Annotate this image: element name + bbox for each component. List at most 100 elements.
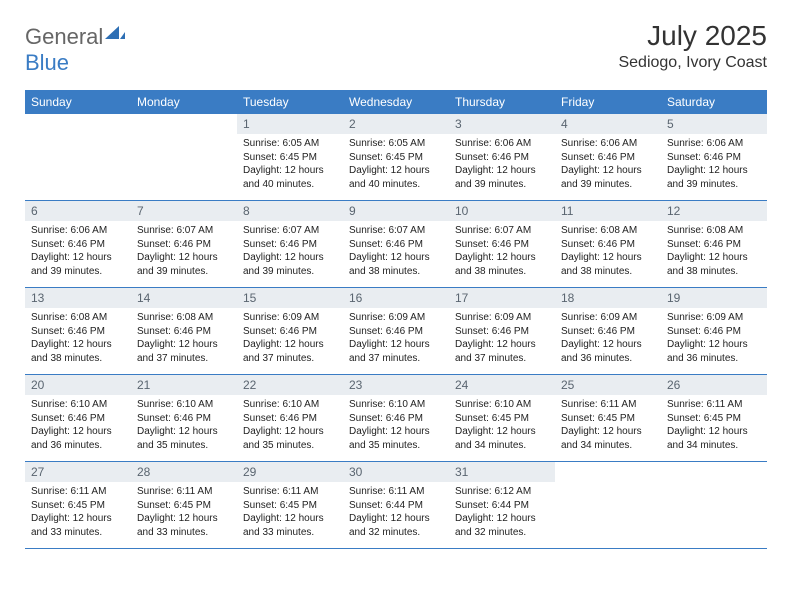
calendar-body: 1Sunrise: 6:05 AMSunset: 6:45 PMDaylight…: [25, 114, 767, 549]
day-content: Sunrise: 6:05 AMSunset: 6:45 PMDaylight:…: [237, 134, 343, 196]
day-number: 12: [661, 201, 767, 221]
calendar-cell: 18Sunrise: 6:09 AMSunset: 6:46 PMDayligh…: [555, 288, 661, 375]
calendar-cell: 29Sunrise: 6:11 AMSunset: 6:45 PMDayligh…: [237, 462, 343, 549]
day-content: Sunrise: 6:10 AMSunset: 6:45 PMDaylight:…: [449, 395, 555, 457]
day-number: 23: [343, 375, 449, 395]
day-content: Sunrise: 6:08 AMSunset: 6:46 PMDaylight:…: [25, 308, 131, 370]
sunset-text: Sunset: 6:46 PM: [455, 238, 549, 252]
sunset-text: Sunset: 6:45 PM: [561, 412, 655, 426]
day-number: 28: [131, 462, 237, 482]
sunset-text: Sunset: 6:46 PM: [349, 412, 443, 426]
sunrise-text: Sunrise: 6:07 AM: [455, 224, 549, 238]
daylight-text: Daylight: 12 hours and 34 minutes.: [455, 425, 549, 452]
sunset-text: Sunset: 6:45 PM: [667, 412, 761, 426]
logo-text-blue: Blue: [25, 50, 69, 76]
sunset-text: Sunset: 6:46 PM: [349, 325, 443, 339]
daylight-text: Daylight: 12 hours and 38 minutes.: [667, 251, 761, 278]
day-number: 10: [449, 201, 555, 221]
day-content: Sunrise: 6:11 AMSunset: 6:45 PMDaylight:…: [131, 482, 237, 544]
calendar-cell: 10 Sunrise: 6:07 AMSunset: 6:46 PMDayligh…: [449, 201, 555, 288]
sunrise-text: Sunrise: 6:08 AM: [561, 224, 655, 238]
sunrise-text: Sunrise: 6:09 AM: [349, 311, 443, 325]
calendar-row: 1Sunrise: 6:05 AMSunset: 6:45 PMDaylight…: [25, 114, 767, 201]
day-content: Sunrise: 6:09 AMSunset: 6:46 PMDaylight:…: [237, 308, 343, 370]
daylight-text: Daylight: 12 hours and 32 minutes.: [455, 512, 549, 539]
day-content: Sunrise: 6:12 AMSunset: 6:44 PMDaylight:…: [449, 482, 555, 544]
weekday-header: Saturday: [661, 90, 767, 114]
weekday-header: Monday: [131, 90, 237, 114]
day-content: Sunrise: 6:10 AMSunset: 6:46 PMDaylight:…: [237, 395, 343, 457]
daylight-text: Daylight: 12 hours and 35 minutes.: [243, 425, 337, 452]
sunrise-text: Sunrise: 6:05 AM: [243, 137, 337, 151]
calendar-cell: 8Sunrise: 6:07 AMSunset: 6:46 PMDaylight…: [237, 201, 343, 288]
day-number: 16: [343, 288, 449, 308]
calendar-cell: 28Sunrise: 6:11 AMSunset: 6:45 PMDayligh…: [131, 462, 237, 549]
sunset-text: Sunset: 6:46 PM: [561, 151, 655, 165]
calendar-cell: 9Sunrise: 6:07 AMSunset: 6:46 PMDaylight…: [343, 201, 449, 288]
month-title: July 2025: [618, 20, 767, 52]
sunset-text: Sunset: 6:46 PM: [561, 238, 655, 252]
daylight-text: Daylight: 12 hours and 39 minutes.: [455, 164, 549, 191]
daylight-text: Daylight: 12 hours and 37 minutes.: [455, 338, 549, 365]
calendar-cell: 13Sunrise: 6:08 AMSunset: 6:46 PMDayligh…: [25, 288, 131, 375]
calendar-row: 27Sunrise: 6:11 AMSunset: 6:45 PMDayligh…: [25, 462, 767, 549]
daylight-text: Daylight: 12 hours and 38 minutes.: [455, 251, 549, 278]
sunset-text: Sunset: 6:46 PM: [561, 325, 655, 339]
sunset-text: Sunset: 6:46 PM: [455, 151, 549, 165]
title-block: July 2025 Sediogo, Ivory Coast: [618, 20, 767, 72]
sunrise-text: Sunrise: 6:09 AM: [561, 311, 655, 325]
sunset-text: Sunset: 6:45 PM: [243, 499, 337, 513]
daylight-text: Daylight: 12 hours and 39 minutes.: [31, 251, 125, 278]
day-content: Sunrise: 6:10 AMSunset: 6:46 PMDaylight:…: [25, 395, 131, 457]
calendar-cell: [25, 114, 131, 201]
day-number: 1: [237, 114, 343, 134]
day-content: Sunrise: 6:06 AMSunset: 6:46 PMDaylight:…: [661, 134, 767, 196]
sunset-text: Sunset: 6:46 PM: [455, 325, 549, 339]
calendar-cell: 26Sunrise: 6:11 AMSunset: 6:45 PMDayligh…: [661, 375, 767, 462]
sunrise-text: Sunrise: 6:09 AM: [243, 311, 337, 325]
calendar-row: 13Sunrise: 6:08 AMSunset: 6:46 PMDayligh…: [25, 288, 767, 375]
day-number: 29: [237, 462, 343, 482]
sunset-text: Sunset: 6:46 PM: [137, 325, 231, 339]
day-content: Sunrise: 6:11 AMSunset: 6:45 PMDaylight:…: [555, 395, 661, 457]
day-content: Sunrise: 6:10 AMSunset: 6:46 PMDaylight:…: [343, 395, 449, 457]
sunset-text: Sunset: 6:46 PM: [667, 151, 761, 165]
sunrise-text: Sunrise: 6:10 AM: [137, 398, 231, 412]
sunrise-text: Sunrise: 6:09 AM: [667, 311, 761, 325]
calendar-cell: 21Sunrise: 6:10 AMSunset: 6:46 PMDayligh…: [131, 375, 237, 462]
day-number: 11: [555, 201, 661, 221]
sunset-text: Sunset: 6:46 PM: [349, 238, 443, 252]
day-content: Sunrise: 6:05 AMSunset: 6:45 PMDaylight:…: [343, 134, 449, 196]
day-content: Sunrise: 6:06 AMSunset: 6:46 PMDaylight:…: [25, 221, 131, 283]
calendar-cell: 14Sunrise: 6:08 AMSunset: 6:46 PMDayligh…: [131, 288, 237, 375]
calendar-cell: 12Sunrise: 6:08 AMSunset: 6:46 PMDayligh…: [661, 201, 767, 288]
location-label: Sediogo, Ivory Coast: [618, 54, 767, 72]
day-content: Sunrise: 6:08 AMSunset: 6:46 PMDaylight:…: [661, 221, 767, 283]
sunrise-text: Sunrise: 6:06 AM: [667, 137, 761, 151]
daylight-text: Daylight: 12 hours and 33 minutes.: [243, 512, 337, 539]
calendar-cell: 6Sunrise: 6:06 AMSunset: 6:46 PMDaylight…: [25, 201, 131, 288]
day-number: 9: [343, 201, 449, 221]
day-content: Sunrise: 6:07 AMSunset: 6:46 PMDaylight:…: [237, 221, 343, 283]
calendar-cell: 31Sunrise: 6:12 AMSunset: 6:44 PMDayligh…: [449, 462, 555, 549]
sunrise-text: Sunrise: 6:11 AM: [137, 485, 231, 499]
weekday-header: Sunday: [25, 90, 131, 114]
day-content: Sunrise: 6:08 AMSunset: 6:46 PMDaylight:…: [131, 308, 237, 370]
sunset-text: Sunset: 6:46 PM: [667, 238, 761, 252]
day-number: 24: [449, 375, 555, 395]
day-content: Sunrise: 6:11 AMSunset: 6:45 PMDaylight:…: [661, 395, 767, 457]
daylight-text: Daylight: 12 hours and 37 minutes.: [137, 338, 231, 365]
day-number: 25: [555, 375, 661, 395]
weekday-header: Wednesday: [343, 90, 449, 114]
sunset-text: Sunset: 6:46 PM: [31, 325, 125, 339]
sunrise-text: Sunrise: 6:08 AM: [137, 311, 231, 325]
day-content: Sunrise: 6:06 AMSunset: 6:46 PMDaylight:…: [555, 134, 661, 196]
daylight-text: Daylight: 12 hours and 40 minutes.: [349, 164, 443, 191]
daylight-text: Daylight: 12 hours and 39 minutes.: [667, 164, 761, 191]
weekday-header: Thursday: [449, 90, 555, 114]
day-content: Sunrise: 6:09 AMSunset: 6:46 PMDaylight:…: [343, 308, 449, 370]
sunrise-text: Sunrise: 6:07 AM: [243, 224, 337, 238]
daylight-text: Daylight: 12 hours and 37 minutes.: [349, 338, 443, 365]
day-number: 2: [343, 114, 449, 134]
daylight-text: Daylight: 12 hours and 39 minutes.: [137, 251, 231, 278]
